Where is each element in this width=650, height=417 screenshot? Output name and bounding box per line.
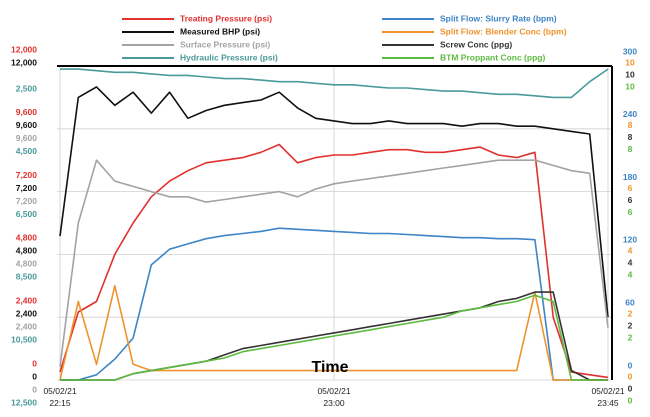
y-tick-label: 12,000	[11, 44, 37, 54]
x-tick-label: 05/02/21 23:45	[591, 386, 624, 408]
y-tick-label: 10	[625, 81, 635, 91]
y-tick-label: 120	[623, 235, 637, 245]
y-tick-label: 0	[32, 371, 37, 381]
y-tick-label: 10	[625, 57, 635, 67]
legend-label: Split Flow: Blender Conc (bpm)	[440, 26, 567, 36]
x-axis-label: Time	[311, 359, 348, 376]
y-tick-label: 8	[628, 120, 633, 130]
legend-label: Surface Pressure (psi)	[180, 39, 270, 49]
x-tick-label: 05/02/21 23:00	[317, 386, 350, 408]
series-line	[60, 227, 608, 381]
y-tick-label: 2	[628, 332, 633, 342]
legend-label: Split Flow: Slurry Rate (bpm)	[440, 13, 557, 23]
series-line	[60, 294, 608, 381]
y-tick-label: 4	[628, 258, 633, 268]
series-line	[59, 86, 609, 318]
y-tick-label: 2,400	[16, 295, 38, 305]
y-tick-label: 12,500	[11, 397, 37, 407]
y-tick-label: 2,400	[16, 321, 38, 331]
y-tick-label: 4	[628, 246, 633, 256]
y-tick-label: 6,500	[16, 209, 38, 219]
y-tick-label: 6	[628, 207, 633, 217]
y-tick-label: 10,500	[11, 334, 37, 344]
y-tick-label: 4,800	[16, 259, 38, 269]
y-tick-label: 0	[628, 371, 633, 381]
y-tick-label: 0	[628, 383, 633, 393]
legend-label: Screw Conc (ppg)	[440, 39, 512, 49]
y-tick-label: 0	[628, 395, 633, 405]
y-tick-label: 60	[625, 297, 635, 307]
y-tick-label: 4,800	[16, 233, 38, 243]
y-tick-label: 12,000	[11, 57, 37, 67]
legend-label: Hydraulic Pressure (psi)	[180, 52, 278, 62]
y-tick-label: 8	[628, 132, 633, 142]
y-tick-label: 10	[625, 69, 635, 79]
y-tick-label: 9,600	[16, 107, 38, 117]
series-line	[59, 143, 609, 379]
legend-label: BTM Proppant Conc (ppg)	[440, 52, 545, 62]
y-tick-label: 0	[32, 358, 37, 368]
y-tick-label: 2,500	[16, 83, 38, 93]
y-tick-label: 2	[628, 320, 633, 330]
y-tick-label: 0	[628, 360, 633, 370]
y-tick-label: 0	[32, 384, 37, 394]
y-tick-label: 180	[623, 172, 637, 182]
x-tick-label: 05/02/21 22:15	[43, 386, 76, 408]
y-tick-label: 7,200	[16, 183, 38, 193]
y-tick-label: 7,200	[16, 170, 38, 180]
y-tick-label: 7,200	[16, 196, 38, 206]
legend-label: Measured BHP (psi)	[180, 26, 260, 36]
legend-label: Treating Pressure (psi)	[180, 13, 272, 23]
y-tick-label: 9,600	[16, 133, 38, 143]
y-tick-label: 2,400	[16, 308, 38, 318]
y-tick-label: 6	[628, 195, 633, 205]
y-tick-label: 240	[623, 109, 637, 119]
series-line	[60, 68, 609, 99]
y-tick-label: 4,500	[16, 146, 38, 156]
y-tick-label: 8,500	[16, 272, 38, 282]
series-line	[59, 159, 609, 368]
y-tick-label: 2	[628, 308, 633, 318]
y-tick-label: 4	[628, 270, 633, 280]
y-tick-label: 300	[623, 46, 637, 56]
y-tick-label: 8	[628, 144, 633, 154]
y-tick-label: 9,600	[16, 120, 38, 130]
y-tick-label: 4,800	[16, 246, 38, 256]
y-tick-label: 6	[628, 183, 633, 193]
